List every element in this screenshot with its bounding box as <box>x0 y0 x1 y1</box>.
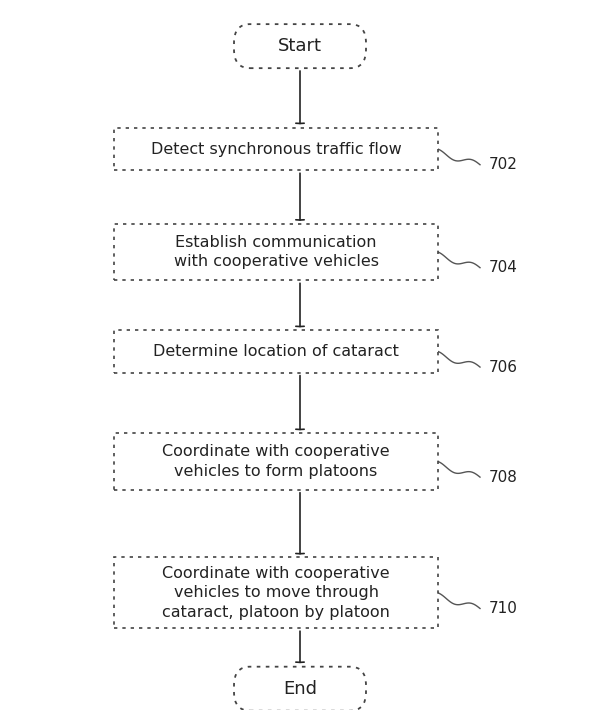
FancyBboxPatch shape <box>114 557 438 628</box>
FancyBboxPatch shape <box>114 224 438 280</box>
FancyBboxPatch shape <box>114 128 438 170</box>
Text: Establish communication
with cooperative vehicles: Establish communication with cooperative… <box>173 234 379 270</box>
Text: Coordinate with cooperative
vehicles to move through
cataract, platoon by platoo: Coordinate with cooperative vehicles to … <box>162 566 390 620</box>
FancyBboxPatch shape <box>114 433 438 490</box>
Text: Determine location of cataract: Determine location of cataract <box>153 344 399 359</box>
FancyBboxPatch shape <box>234 24 366 68</box>
Text: End: End <box>283 679 317 698</box>
Text: Detect synchronous traffic flow: Detect synchronous traffic flow <box>151 141 401 157</box>
Text: 702: 702 <box>489 157 518 173</box>
Text: Start: Start <box>278 37 322 55</box>
Text: 708: 708 <box>489 469 518 485</box>
Text: 706: 706 <box>489 359 518 375</box>
Text: 710: 710 <box>489 601 518 616</box>
FancyBboxPatch shape <box>234 667 366 710</box>
FancyBboxPatch shape <box>114 330 438 373</box>
Text: 704: 704 <box>489 260 518 275</box>
Text: Coordinate with cooperative
vehicles to form platoons: Coordinate with cooperative vehicles to … <box>162 444 390 479</box>
